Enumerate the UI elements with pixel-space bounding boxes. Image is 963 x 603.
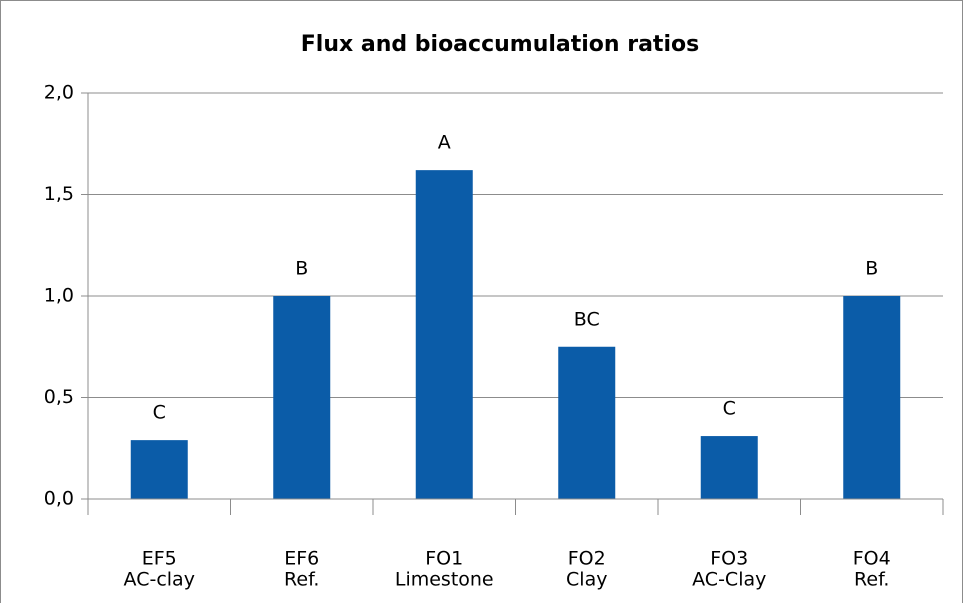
x-tick-sublabel: AC-Clay: [692, 569, 766, 591]
bar-annotation: C: [153, 402, 166, 424]
x-tick-label: FO4: [853, 548, 891, 570]
x-tick-label: EF6: [284, 548, 319, 570]
y-tick-label: 1,0: [44, 285, 74, 307]
bar-annotation: C: [723, 398, 736, 420]
x-tick-sublabel: Limestone: [395, 569, 494, 591]
bar-annotation: B: [865, 258, 878, 280]
x-tick-sublabel: Clay: [566, 569, 607, 591]
bar: [700, 436, 758, 499]
x-tick-label: FO1: [425, 548, 463, 570]
x-tick-label: FO3: [710, 548, 748, 570]
bar-annotation: B: [295, 258, 308, 280]
bar-annotation: A: [438, 132, 451, 154]
bar: [558, 346, 616, 499]
bar: [843, 296, 901, 499]
x-tick-label: FO2: [568, 548, 606, 570]
bar: [415, 170, 473, 499]
y-tick-label: 0,5: [44, 386, 74, 408]
y-tick-label: 0,0: [44, 488, 74, 510]
x-tick-sublabel: AC-clay: [124, 569, 195, 591]
x-tick-sublabel: Ref.: [284, 569, 319, 591]
bar: [273, 296, 331, 499]
x-tick-sublabel: Ref.: [854, 569, 889, 591]
x-tick-label: EF5: [142, 548, 177, 570]
y-tick-label: 2,0: [44, 82, 74, 104]
bar: [130, 440, 188, 499]
bar-annotation: BC: [574, 308, 600, 330]
chart-title: Flux and bioaccumulation ratios: [301, 32, 699, 57]
y-tick-label: 1,5: [44, 183, 74, 205]
